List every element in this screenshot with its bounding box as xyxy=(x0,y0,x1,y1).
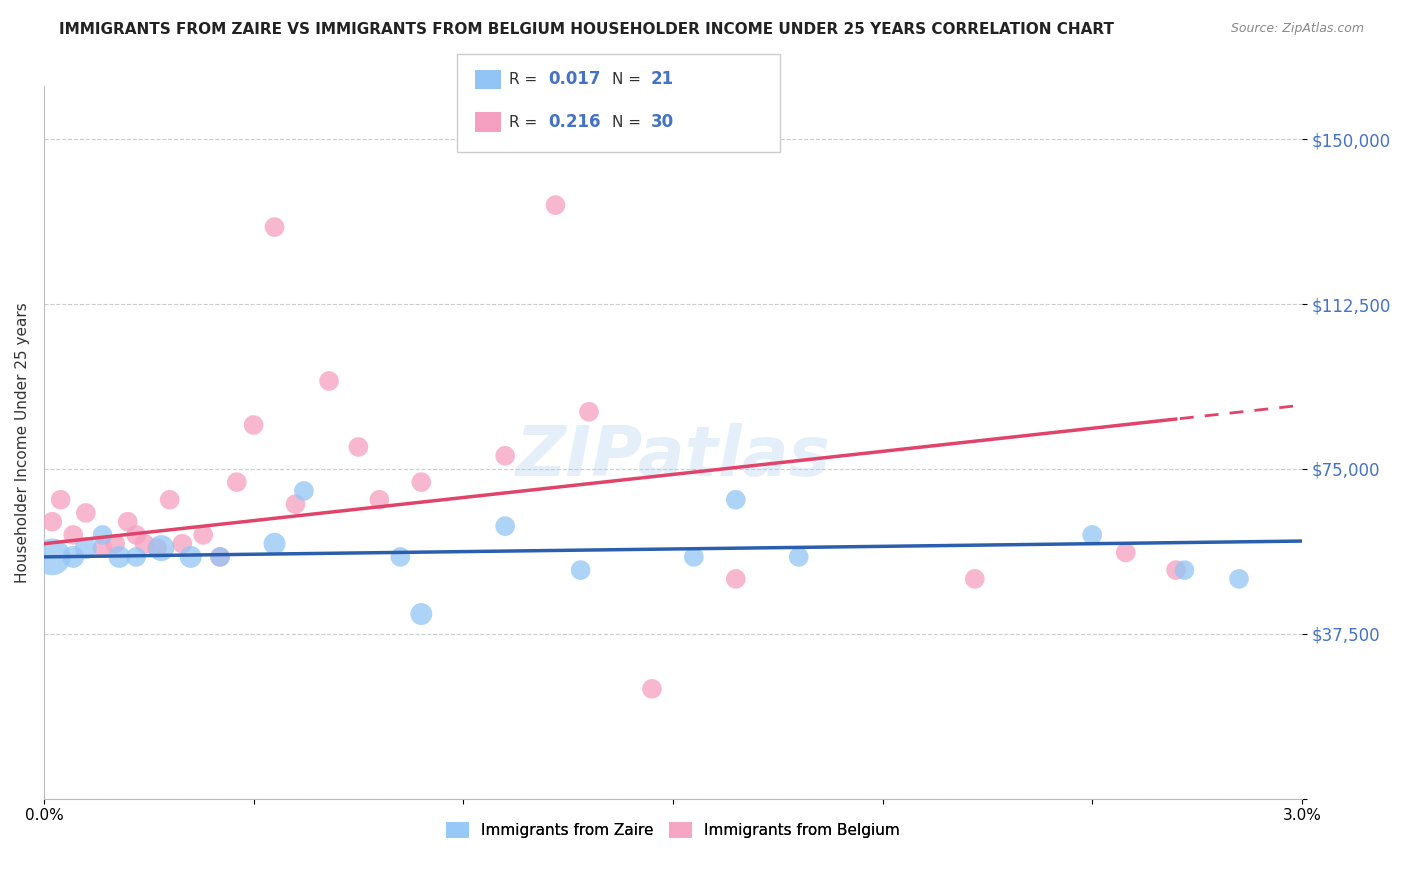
Point xyxy=(263,537,285,551)
Point xyxy=(724,492,747,507)
Point xyxy=(1115,545,1137,559)
Point xyxy=(193,528,215,542)
Point xyxy=(494,449,516,463)
Point xyxy=(62,528,84,542)
Point xyxy=(150,541,173,555)
Point xyxy=(347,440,370,454)
Legend: Immigrants from Zaire, Immigrants from Belgium: Immigrants from Zaire, Immigrants from B… xyxy=(440,816,905,845)
Point xyxy=(91,528,114,542)
Text: N =: N = xyxy=(612,72,645,87)
Point xyxy=(411,607,433,621)
Point xyxy=(41,515,63,529)
Point xyxy=(544,198,567,212)
Point xyxy=(172,537,194,551)
Point xyxy=(75,506,97,520)
Point xyxy=(49,492,72,507)
Point xyxy=(125,528,148,542)
Point xyxy=(411,475,433,490)
Point xyxy=(41,549,63,564)
Point xyxy=(117,515,139,529)
Point xyxy=(225,475,247,490)
Point xyxy=(569,563,592,577)
Point xyxy=(1227,572,1250,586)
Text: R =: R = xyxy=(509,72,543,87)
Point xyxy=(368,492,391,507)
Point xyxy=(62,549,84,564)
Point xyxy=(125,549,148,564)
Point xyxy=(724,572,747,586)
Text: N =: N = xyxy=(612,115,645,129)
Point xyxy=(1164,563,1187,577)
Text: 0.216: 0.216 xyxy=(548,113,600,131)
Point xyxy=(683,549,706,564)
Point xyxy=(91,541,114,555)
Point xyxy=(284,497,307,511)
Point xyxy=(641,681,664,696)
Point xyxy=(104,537,127,551)
Y-axis label: Householder Income Under 25 years: Householder Income Under 25 years xyxy=(15,302,30,583)
Point xyxy=(75,541,97,555)
Point xyxy=(787,549,810,564)
Point xyxy=(292,483,315,498)
Text: Source: ZipAtlas.com: Source: ZipAtlas.com xyxy=(1230,22,1364,36)
Point xyxy=(108,549,131,564)
Text: 0.017: 0.017 xyxy=(548,70,600,88)
Point xyxy=(146,541,169,555)
Point xyxy=(389,549,412,564)
Point xyxy=(1081,528,1104,542)
Point xyxy=(208,549,231,564)
Text: IMMIGRANTS FROM ZAIRE VS IMMIGRANTS FROM BELGIUM HOUSEHOLDER INCOME UNDER 25 YEA: IMMIGRANTS FROM ZAIRE VS IMMIGRANTS FROM… xyxy=(59,22,1114,37)
Point xyxy=(963,572,986,586)
Point xyxy=(263,220,285,235)
Point xyxy=(180,549,202,564)
Point xyxy=(134,537,156,551)
Point xyxy=(242,417,264,432)
Point xyxy=(208,549,231,564)
Point xyxy=(494,519,516,533)
Point xyxy=(1173,563,1195,577)
Text: 21: 21 xyxy=(651,70,673,88)
Text: ZIPatlas: ZIPatlas xyxy=(516,424,831,491)
Text: 30: 30 xyxy=(651,113,673,131)
Point xyxy=(318,374,340,388)
Text: R =: R = xyxy=(509,115,543,129)
Point xyxy=(578,405,600,419)
Point xyxy=(159,492,181,507)
